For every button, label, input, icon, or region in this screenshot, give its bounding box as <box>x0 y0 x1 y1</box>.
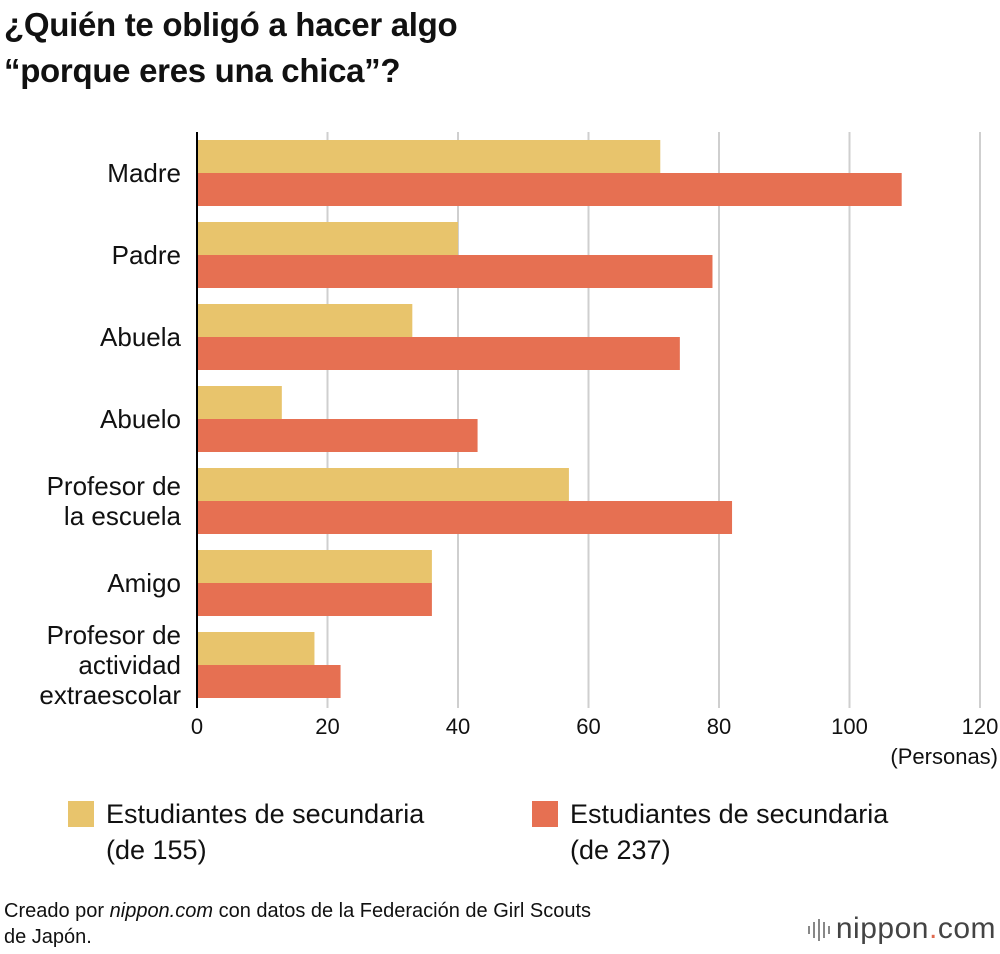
legend-label-1b: (de 155) <box>106 835 207 865</box>
x-tick-label: 20 <box>315 714 339 739</box>
category-label: Amigo <box>107 568 181 598</box>
legend-swatch-yellow <box>68 801 94 827</box>
bar-series-1 <box>197 222 458 255</box>
source-line-2: de Japón. <box>4 926 92 948</box>
x-tick-label: 40 <box>446 714 470 739</box>
category-label: la escuela <box>64 501 182 531</box>
logo-dot: . <box>928 912 938 945</box>
bar-series-2 <box>197 665 341 698</box>
source-suffix: con datos de la Federación de Girl Scout… <box>213 900 592 922</box>
source-prefix: Creado por <box>4 900 110 922</box>
x-tick-label: 100 <box>831 714 868 739</box>
source-site: nippon.com <box>109 900 214 922</box>
bar-series-2 <box>197 583 432 616</box>
bar-chart: 0 20 40 60 80 100 120 (Personas) Madre Padre Abuel… <box>39 132 999 769</box>
bar-series-1 <box>197 468 569 501</box>
bar-series-1 <box>197 386 282 419</box>
chart-title: ¿Quién te obligó a hacer algo “porque er… <box>4 2 458 94</box>
source-note: Creado por nippon.com con datos de la Fe… <box>4 898 591 950</box>
bar-series-2 <box>197 173 902 206</box>
title-line-2: “porque eres una chica”? <box>4 52 401 89</box>
category-label: Profesor de <box>47 620 181 650</box>
bar-series-2 <box>197 419 478 452</box>
logo-bars-icon <box>807 919 830 942</box>
x-tick-label: 60 <box>576 714 600 739</box>
x-tick-label: 0 <box>191 714 203 739</box>
bar-series-1 <box>197 304 413 337</box>
category-label: Padre <box>112 240 181 270</box>
x-tick-label: 120 <box>962 714 999 739</box>
legend-label-2b: (de 237) <box>570 835 671 865</box>
bar-series-1 <box>197 550 432 583</box>
legend-swatch-red <box>532 801 558 827</box>
logo-name: nippon <box>835 912 929 945</box>
bar-series-2 <box>197 337 680 370</box>
bar-series-1 <box>197 140 661 173</box>
bar-series-2 <box>197 501 733 534</box>
category-label: extraescolar <box>39 680 181 710</box>
x-tick-label: 80 <box>707 714 731 739</box>
category-label: actividad <box>78 650 181 680</box>
bar-series-2 <box>197 255 713 288</box>
logo-tld: com <box>937 912 996 945</box>
nippon-logo: nippon.com <box>807 912 996 946</box>
category-label: Abuelo <box>100 404 181 434</box>
title-line-1: ¿Quién te obligó a hacer algo <box>4 6 458 43</box>
category-label: Madre <box>107 158 181 188</box>
bar-series-1 <box>197 632 315 665</box>
category-label: Profesor de <box>47 471 181 501</box>
category-label: Abuela <box>100 322 181 352</box>
x-axis-label: (Personas) <box>890 744 998 769</box>
legend-item-series-2: Estudiantes de secundaria (de 237) <box>532 796 888 868</box>
legend-label-2a: Estudiantes de secundaria <box>570 799 889 829</box>
legend-label-1a: Estudiantes de secundaria <box>106 799 425 829</box>
legend-item-series-1: Estudiantes de secundaria (de 155) <box>68 796 424 868</box>
